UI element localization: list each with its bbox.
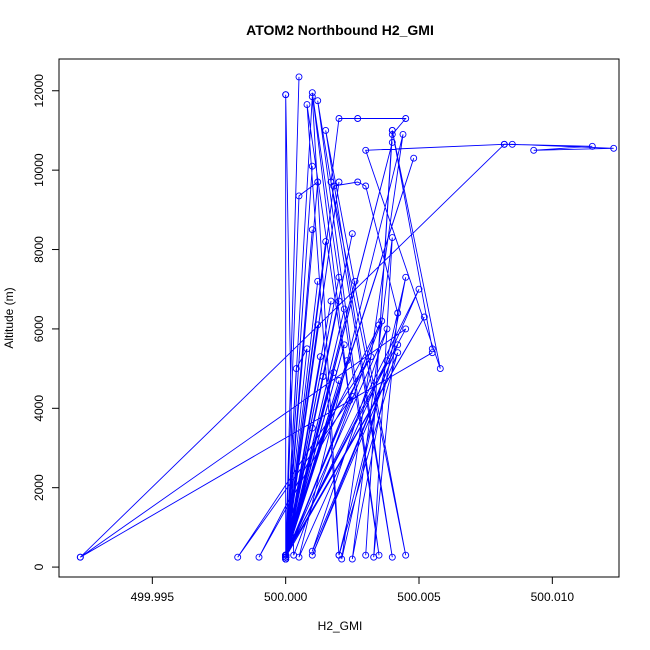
x-tick-label: 499.995 xyxy=(131,590,175,604)
data-point xyxy=(255,553,263,561)
y-tick-label: 12000 xyxy=(32,74,46,108)
data-point xyxy=(322,238,330,246)
data-point xyxy=(335,178,343,186)
data-point xyxy=(330,182,338,190)
x-tick-label: 500.010 xyxy=(531,590,575,604)
data-point xyxy=(428,345,436,353)
data-point xyxy=(335,377,343,384)
data-point xyxy=(370,553,378,561)
y-tick-label: 8000 xyxy=(32,236,46,263)
x-axis: 499.995 500.000 500.005 500.010 xyxy=(131,577,575,604)
data-point xyxy=(314,97,322,105)
data-point xyxy=(394,349,402,357)
data-point xyxy=(415,285,423,293)
data-point xyxy=(335,115,343,122)
data-point xyxy=(354,178,362,186)
x-tick-label: 500.005 xyxy=(397,590,441,604)
series-line xyxy=(79,76,614,560)
y-tick-label: 6000 xyxy=(32,315,46,342)
chart-title: ATOM2 Northbound H2_GMI xyxy=(246,22,434,38)
data-point xyxy=(348,230,356,238)
data-point xyxy=(436,365,444,373)
data-point xyxy=(348,392,356,400)
data-point xyxy=(308,89,316,97)
data-point xyxy=(343,357,351,365)
data-point xyxy=(399,130,407,138)
data-point xyxy=(308,93,316,101)
y-tick-label: 10000 xyxy=(32,153,46,187)
data-point xyxy=(295,73,303,81)
data-point xyxy=(394,341,402,349)
data-point xyxy=(383,357,391,365)
y-tick-label: 2000 xyxy=(32,474,46,501)
data-point xyxy=(330,369,338,377)
data-point xyxy=(508,140,516,148)
data-point xyxy=(388,138,396,146)
data-point xyxy=(314,277,322,285)
data-point xyxy=(282,553,290,561)
data-point xyxy=(340,305,348,313)
y-axis-label: Altitude (m) xyxy=(2,287,16,348)
data-point xyxy=(308,551,316,559)
data-point xyxy=(322,126,330,134)
data-point xyxy=(402,551,410,559)
x-tick-label: 500.000 xyxy=(264,590,308,604)
data-point xyxy=(362,182,370,190)
data-point xyxy=(308,424,316,432)
data-point xyxy=(282,91,290,99)
data-point xyxy=(303,345,311,353)
data-point xyxy=(295,192,303,200)
data-point xyxy=(308,547,316,555)
data-point xyxy=(588,142,596,150)
data-point xyxy=(428,349,436,357)
y-tick-label: 0 xyxy=(32,563,46,570)
data-point xyxy=(308,162,316,170)
data-point xyxy=(610,144,618,152)
data-point xyxy=(367,353,375,361)
data-point xyxy=(282,555,290,563)
data-point xyxy=(340,341,348,349)
data-point xyxy=(290,551,298,559)
data-point xyxy=(335,297,343,305)
data-point xyxy=(410,154,418,162)
data-point xyxy=(388,130,396,138)
x-axis-label: H2_GMI xyxy=(318,619,363,633)
data-point xyxy=(319,373,327,380)
data-point xyxy=(351,277,359,285)
data-point xyxy=(314,321,322,329)
data-point xyxy=(316,353,324,361)
data-point xyxy=(362,551,370,559)
series-layer xyxy=(76,73,618,563)
y-tick-label: 4000 xyxy=(32,395,46,422)
data-point xyxy=(76,553,84,561)
data-point xyxy=(234,553,242,561)
data-point xyxy=(388,126,396,134)
data-point xyxy=(354,115,362,122)
data-point xyxy=(335,551,343,559)
data-point xyxy=(402,273,410,281)
data-point xyxy=(402,325,410,333)
data-point xyxy=(282,551,290,559)
data-point xyxy=(394,309,402,317)
data-point xyxy=(375,321,383,329)
data-point xyxy=(420,313,428,321)
plot-frame xyxy=(58,58,620,578)
data-point xyxy=(388,553,396,561)
data-point xyxy=(335,273,343,281)
data-point xyxy=(530,146,538,154)
data-point xyxy=(362,146,370,154)
data-point xyxy=(348,555,356,563)
data-point xyxy=(314,178,322,186)
data-point xyxy=(308,226,316,234)
data-point xyxy=(292,365,300,373)
data-point xyxy=(388,234,396,242)
data-point xyxy=(303,101,311,109)
data-point xyxy=(500,140,508,148)
y-axis: 0 2000 4000 6000 8000 10000 12000 xyxy=(32,74,59,570)
data-point xyxy=(327,297,335,305)
data-point xyxy=(383,325,391,333)
data-point xyxy=(402,115,410,122)
